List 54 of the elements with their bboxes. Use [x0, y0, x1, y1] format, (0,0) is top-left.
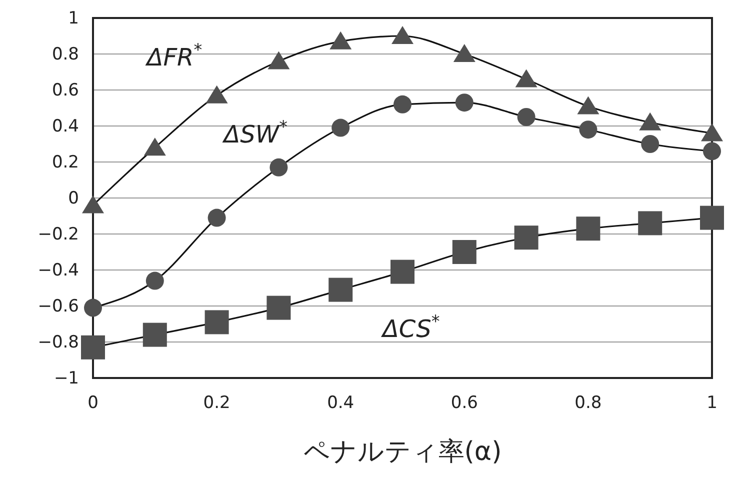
- y-tick-label: −1: [54, 368, 79, 388]
- point: [392, 26, 414, 44]
- point: [204, 310, 229, 334]
- point: [576, 216, 600, 241]
- x-tick-label: 0.8: [574, 393, 602, 414]
- point: [515, 69, 538, 88]
- point: [453, 44, 476, 62]
- point: [268, 51, 290, 70]
- y-tick-label: −0.8: [38, 332, 79, 352]
- y-tick-label: −0.6: [38, 296, 79, 316]
- x-tick-label: 0: [88, 393, 98, 414]
- point: [452, 240, 476, 264]
- point: [332, 118, 350, 137]
- point: [144, 138, 166, 156]
- point: [270, 158, 288, 176]
- point: [206, 85, 228, 104]
- point: [638, 211, 662, 236]
- series-label: ΔFR$^{*}$: [144, 39, 202, 72]
- y-tick-label: 0.8: [52, 44, 79, 64]
- y-tick-label: 0.6: [52, 80, 79, 100]
- point: [577, 96, 600, 114]
- point: [82, 195, 104, 214]
- point: [394, 95, 412, 114]
- point: [328, 278, 353, 302]
- point: [84, 298, 102, 317]
- x-tick-label: 1: [706, 393, 718, 414]
- series-label: ΔCS$^{*}$: [380, 310, 440, 343]
- point: [266, 296, 291, 320]
- y-tick-label: 0: [68, 188, 79, 208]
- x-tick-label: 0.2: [203, 393, 230, 414]
- y-tick-label: 0.4: [52, 116, 79, 136]
- point: [455, 94, 474, 112]
- point: [514, 226, 538, 250]
- y-tick-label: −0.2: [38, 224, 79, 244]
- y-tick-label: −0.4: [38, 260, 79, 280]
- point: [700, 206, 724, 230]
- point: [639, 112, 662, 130]
- series-label: ΔSW$^{*}$: [222, 116, 288, 148]
- point: [390, 260, 414, 284]
- x-axis-title: ペナルティ率(α): [303, 437, 502, 467]
- y-tick-label: 1: [68, 8, 79, 28]
- point: [146, 272, 164, 290]
- point: [517, 108, 536, 126]
- point: [579, 120, 598, 139]
- point: [81, 335, 105, 360]
- x-tick-label: 0.4: [327, 393, 354, 414]
- x-tick-label: 0.6: [450, 393, 478, 414]
- point: [703, 142, 721, 160]
- y-tick-label: 0.2: [52, 152, 79, 172]
- point: [330, 31, 352, 50]
- point: [208, 208, 226, 227]
- point: [142, 322, 167, 347]
- point: [701, 123, 723, 142]
- point: [641, 135, 660, 153]
